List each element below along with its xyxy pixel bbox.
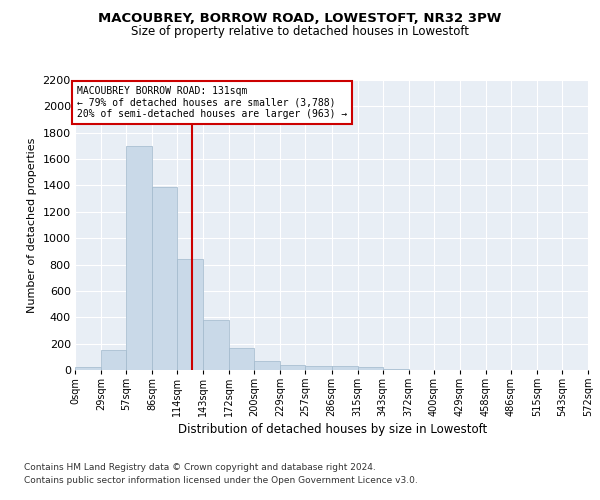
Bar — [75, 368, 101, 370]
Bar — [203, 320, 229, 370]
Bar — [383, 368, 409, 370]
Text: Size of property relative to detached houses in Lowestoft: Size of property relative to detached ho… — [131, 25, 469, 38]
Bar — [331, 366, 358, 370]
Bar — [126, 146, 152, 370]
Text: MACOUBREY BORROW ROAD: 131sqm
← 79% of detached houses are smaller (3,788)
20% o: MACOUBREY BORROW ROAD: 131sqm ← 79% of d… — [77, 86, 347, 119]
Bar — [101, 350, 126, 370]
Bar — [177, 260, 203, 370]
Text: Distribution of detached houses by size in Lowestoft: Distribution of detached houses by size … — [178, 422, 488, 436]
Bar — [280, 364, 305, 370]
Text: MACOUBREY, BORROW ROAD, LOWESTOFT, NR32 3PW: MACOUBREY, BORROW ROAD, LOWESTOFT, NR32 … — [98, 12, 502, 26]
Bar — [305, 366, 332, 370]
Bar — [254, 362, 280, 370]
Text: Contains HM Land Registry data © Crown copyright and database right 2024.: Contains HM Land Registry data © Crown c… — [24, 462, 376, 471]
Bar — [229, 348, 254, 370]
Text: Contains public sector information licensed under the Open Government Licence v3: Contains public sector information licen… — [24, 476, 418, 485]
Bar — [152, 187, 177, 370]
Y-axis label: Number of detached properties: Number of detached properties — [27, 138, 37, 312]
Bar — [358, 368, 383, 370]
